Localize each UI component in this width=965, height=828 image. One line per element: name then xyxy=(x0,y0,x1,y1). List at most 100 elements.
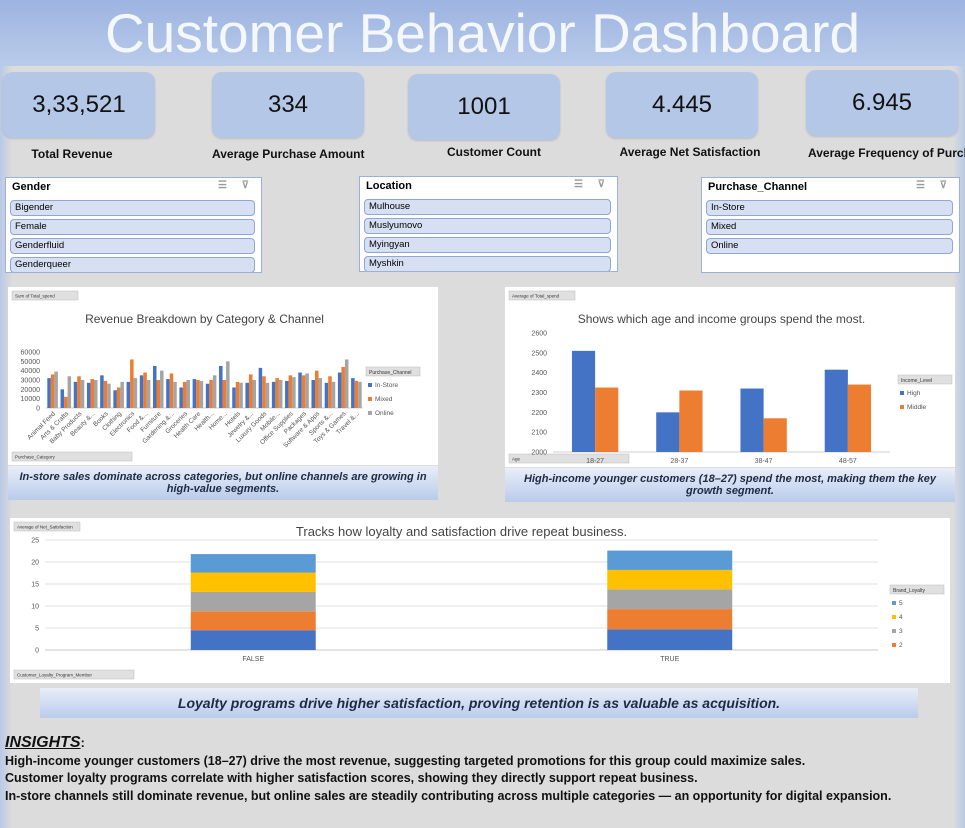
bar xyxy=(143,372,147,408)
field-button-label: Age xyxy=(512,457,521,462)
kpi-value: 1001 xyxy=(457,93,511,120)
bar xyxy=(271,381,276,408)
x-tick-label: FALSE xyxy=(242,656,264,663)
bar xyxy=(212,375,217,408)
y-tick-label: 25 xyxy=(31,538,39,545)
bar xyxy=(239,382,243,408)
y-tick-label: 0 xyxy=(36,406,40,413)
legend-swatch xyxy=(368,383,372,387)
chart-caption: In-store sales dominate across categorie… xyxy=(8,466,438,500)
chart: Tracks how loyalty and satisfaction driv… xyxy=(13,521,945,680)
bar xyxy=(595,387,619,452)
legend-label: High xyxy=(907,390,921,397)
bar xyxy=(763,418,787,452)
slicer-item[interactable]: Myingyan xyxy=(364,237,611,253)
bar xyxy=(54,371,58,408)
legend-label: 3 xyxy=(899,628,903,635)
bar xyxy=(86,382,91,408)
bar xyxy=(656,412,680,452)
bar xyxy=(337,372,342,408)
bar xyxy=(298,372,302,408)
field-button-label: Purchase_Category xyxy=(15,455,56,460)
bar xyxy=(192,379,197,408)
slicer-item[interactable]: Mulhouse xyxy=(364,199,611,215)
bar xyxy=(146,380,151,408)
legend-title: Income_Level xyxy=(901,378,932,384)
x-tick-label: 28-37 xyxy=(670,458,688,465)
kpi-label: Average Purchase Amount xyxy=(212,147,365,161)
slicer-item[interactable]: Mixed xyxy=(706,219,953,235)
bar xyxy=(199,380,204,408)
y-tick-label: 2100 xyxy=(531,430,547,437)
chart: Shows which age and income groups spend … xyxy=(508,290,953,465)
legend-swatch xyxy=(892,615,896,619)
bar xyxy=(179,387,183,408)
x-tick-label: 18-27 xyxy=(586,458,604,465)
field-button xyxy=(11,290,79,301)
field-button-label: Average of Total_spend xyxy=(512,294,560,299)
bar xyxy=(60,389,65,408)
slicer-title: Gender xyxy=(6,178,261,198)
kpi-card: 4.445 xyxy=(606,72,758,138)
y-tick-label: 60000 xyxy=(21,350,41,357)
bar xyxy=(571,350,596,452)
bar xyxy=(173,381,177,408)
y-tick-label: 10 xyxy=(31,604,39,611)
y-tick-label: 30000 xyxy=(21,378,41,385)
chart: Revenue Breakdown by Category & Channel S… xyxy=(11,290,421,462)
bar xyxy=(331,381,336,408)
slicer-item[interactable]: Muslyumovo xyxy=(364,218,611,234)
y-tick-label: 2500 xyxy=(531,350,547,357)
bar-segment xyxy=(190,611,316,631)
chart-title: Tracks how loyalty and satisfaction driv… xyxy=(296,524,627,539)
slicer-item[interactable]: Genderfluid xyxy=(10,238,255,254)
insights: INSIGHTS: High-income younger customers … xyxy=(5,734,960,805)
field-button xyxy=(13,521,81,532)
chart-caption: High-income younger customers (18–27) sp… xyxy=(505,468,955,502)
insights-punct: : xyxy=(80,736,85,750)
title-banner: Customer Behavior Dashboard xyxy=(0,0,965,66)
legend-label: 4 xyxy=(899,614,903,621)
slicer-item[interactable]: Genderqueer xyxy=(10,257,255,272)
x-tick-label: TRUE xyxy=(660,656,679,663)
bar-segment xyxy=(607,609,733,630)
y-tick-label: 5 xyxy=(35,626,39,633)
slicer-item[interactable]: Bigender xyxy=(10,200,255,216)
field-button xyxy=(508,290,576,301)
field-button xyxy=(13,669,135,680)
bar xyxy=(235,381,240,408)
slicer-item[interactable]: Female xyxy=(10,219,255,235)
slicer-item[interactable]: In-Store xyxy=(706,200,953,216)
slicer-item[interactable]: Myshkin xyxy=(364,256,611,271)
bar-segment xyxy=(607,550,733,570)
legend-swatch xyxy=(900,405,904,409)
y-tick-label: 10000 xyxy=(21,396,41,403)
bar-segment xyxy=(190,572,316,592)
y-tick-label: 20000 xyxy=(21,387,41,394)
y-tick-label: 2300 xyxy=(531,390,547,397)
bar xyxy=(47,378,51,408)
bar xyxy=(209,380,213,408)
y-tick-label: 2000 xyxy=(531,450,547,457)
kpi-card: 1001 xyxy=(408,74,560,140)
legend-swatch xyxy=(368,411,372,415)
legend-label: Online xyxy=(375,410,394,417)
bar xyxy=(50,374,55,408)
bar xyxy=(166,379,170,408)
bar xyxy=(120,381,124,408)
bar xyxy=(152,366,157,408)
bar xyxy=(351,378,355,408)
y-tick-label: 20 xyxy=(31,560,39,567)
bar xyxy=(275,378,279,408)
bar xyxy=(186,380,190,408)
insights-heading: INSIGHTS xyxy=(5,734,81,751)
bar xyxy=(311,380,316,408)
bar xyxy=(258,367,263,408)
bar xyxy=(116,387,121,408)
slicer-item[interactable]: Online xyxy=(706,238,953,254)
legend-swatch xyxy=(892,643,896,647)
bar xyxy=(328,376,332,408)
bar xyxy=(358,381,362,408)
y-tick-label: 2600 xyxy=(531,331,547,338)
y-tick-label: 50000 xyxy=(21,359,41,366)
